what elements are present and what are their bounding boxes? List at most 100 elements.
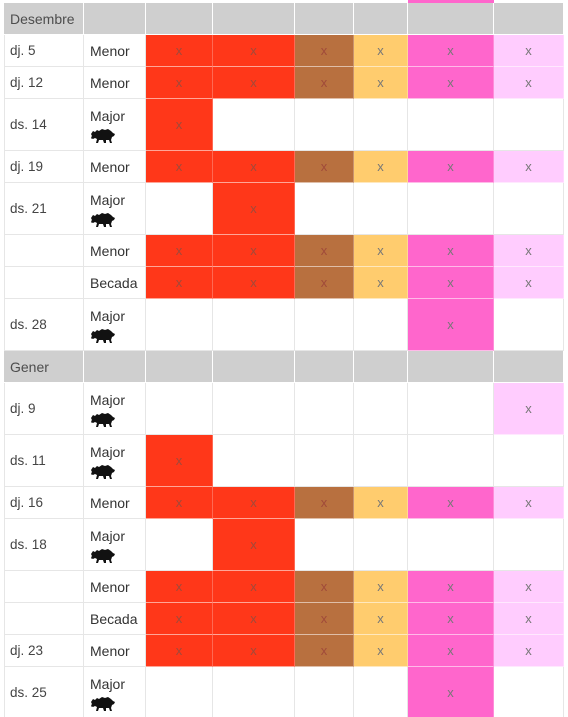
zone-cell	[354, 667, 408, 717]
zone-cell: x	[494, 603, 564, 635]
hunt-type-label: Menor	[90, 242, 130, 259]
zone-cell: x	[408, 299, 494, 351]
hunt-type-cell: Major	[84, 99, 146, 151]
zone-cell: x	[408, 235, 494, 267]
header-blank-cell	[354, 3, 408, 35]
zone-open-mark: x	[447, 495, 454, 510]
zone-cell: x	[354, 267, 408, 299]
zone-cell: x	[146, 99, 213, 151]
zone-cell: x	[146, 35, 213, 67]
zone-cell: x	[354, 571, 408, 603]
zone-open-mark: x	[320, 243, 328, 258]
header-blank-cell	[295, 351, 354, 383]
header-blank-cell	[213, 351, 295, 383]
zone-cell	[295, 99, 354, 151]
month-label: Desembre	[10, 10, 75, 27]
date-label: ds. 25	[10, 685, 47, 700]
zone-cell: x	[146, 151, 213, 183]
zone-open-mark: x	[525, 75, 532, 90]
zone-cell	[494, 99, 564, 151]
zone-cell	[213, 99, 295, 151]
date-cell: ds. 25	[4, 667, 84, 717]
zone-cell: x	[146, 435, 213, 487]
hunt-type-cell: Major	[84, 667, 146, 717]
zone-open-mark: x	[525, 43, 532, 58]
hunt-type-cell: Major	[84, 299, 146, 351]
zone-cell: x	[295, 151, 354, 183]
zone-cell: x	[213, 519, 295, 571]
zone-cell: x	[213, 35, 295, 67]
hunt-type-label: Menor	[90, 42, 130, 59]
zone-cell	[213, 667, 295, 717]
zone-open-mark: x	[377, 579, 384, 594]
zone-cell: x	[408, 487, 494, 519]
zone-open-mark: x	[320, 159, 328, 174]
zone-cell: x	[494, 267, 564, 299]
zone-open-mark: x	[320, 611, 328, 626]
zone-open-mark: x	[250, 243, 257, 258]
hunt-type-label: Becada	[90, 274, 138, 291]
zone-cell: x	[213, 183, 295, 235]
hunt-type-cell: Menor	[84, 635, 146, 667]
header-blank-cell	[494, 351, 564, 383]
zone-open-mark: x	[175, 495, 183, 510]
zone-open-mark: x	[250, 495, 257, 510]
zone-open-mark: x	[447, 685, 454, 700]
zone-cell: x	[146, 635, 213, 667]
header-blank-cell	[146, 3, 213, 35]
hunt-type-label: Major	[90, 308, 126, 324]
zone-cell: x	[408, 35, 494, 67]
zone-open-mark: x	[447, 243, 454, 258]
zone-cell	[295, 519, 354, 571]
cutoff-row-fill	[408, 0, 494, 3]
zone-cell: x	[146, 603, 213, 635]
zone-cell	[146, 667, 213, 717]
zone-cell	[408, 519, 494, 571]
zone-cell: x	[354, 151, 408, 183]
zone-cell: x	[213, 635, 295, 667]
zone-cell	[354, 435, 408, 487]
zone-open-mark: x	[175, 643, 183, 658]
month-header-cell: Desembre	[4, 3, 84, 35]
hunt-type-label: Menor	[90, 642, 130, 659]
zone-cell	[408, 383, 494, 435]
hunt-type-cell: Becada	[84, 603, 146, 635]
zone-open-mark: x	[175, 579, 183, 594]
zone-cell: x	[146, 235, 213, 267]
zone-cell: x	[295, 571, 354, 603]
zone-open-mark: x	[320, 43, 328, 58]
zone-open-mark: x	[525, 401, 532, 416]
zone-open-mark: x	[175, 453, 183, 468]
zone-cell	[408, 183, 494, 235]
header-blank-cell	[213, 3, 295, 35]
month-label: Gener	[10, 358, 49, 375]
zone-open-mark: x	[377, 243, 384, 258]
hunt-type-label: Major	[90, 192, 126, 208]
zone-cell: x	[354, 635, 408, 667]
zone-cell: x	[408, 267, 494, 299]
date-cell	[4, 571, 84, 603]
date-label: dj. 12	[10, 75, 44, 90]
hunt-type-cell: Major	[84, 383, 146, 435]
zone-cell: x	[494, 67, 564, 99]
date-label: ds. 21	[10, 201, 47, 216]
zone-cell: x	[408, 151, 494, 183]
zone-open-mark: x	[377, 75, 384, 90]
date-label: dj. 16	[10, 495, 44, 510]
zone-open-mark: x	[320, 495, 328, 510]
zone-open-mark: x	[377, 159, 384, 174]
date-label: ds. 11	[10, 453, 46, 468]
header-blank-cell	[84, 3, 146, 35]
header-blank-cell	[494, 3, 564, 35]
zone-open-mark: x	[377, 43, 384, 58]
date-cell: dj. 12	[4, 67, 84, 99]
zone-open-mark: x	[447, 611, 454, 626]
zone-open-mark: x	[377, 611, 384, 626]
zone-cell	[146, 183, 213, 235]
date-cell: ds. 28	[4, 299, 84, 351]
zone-cell: x	[146, 487, 213, 519]
zone-open-mark: x	[250, 201, 257, 216]
date-cell	[4, 267, 84, 299]
hunt-type-label: Menor	[90, 158, 130, 175]
boar-icon	[90, 212, 116, 228]
